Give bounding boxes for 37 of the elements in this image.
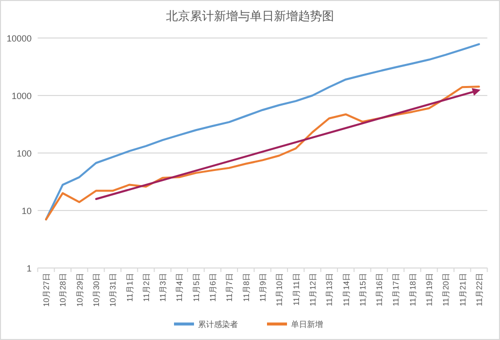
y-tick-label: 100 — [16, 148, 32, 158]
x-tick-label: 11月18日 — [408, 273, 418, 306]
x-tick-label: 11月19日 — [425, 273, 434, 306]
chart-title: 北京累计新增与单日新增趋势图 — [166, 9, 334, 23]
x-tick-label: 11月11日 — [292, 273, 301, 306]
x-tick-label: 11月2日 — [142, 273, 151, 302]
y-tick-label: 1 — [26, 264, 32, 274]
x-tick-label: 11月6日 — [208, 273, 218, 302]
line-series — [45, 86, 480, 220]
x-tick-label: 11月9日 — [258, 273, 268, 302]
x-tick-label: 11月14日 — [342, 273, 351, 306]
legend-label: 单日新增 — [291, 320, 323, 329]
y-tick-label: 10 — [22, 206, 32, 216]
x-tick-label: 11月20日 — [442, 273, 451, 306]
x-tick-label: 10月29日 — [75, 273, 84, 307]
x-tick-label: 11月7日 — [225, 273, 234, 302]
x-tick-label: 10月31日 — [108, 273, 118, 307]
x-tick-label: 11月12日 — [308, 273, 318, 306]
line-series — [45, 43, 480, 220]
legend-label: 累计感染者 — [198, 320, 238, 329]
x-tick-label: 10月30日 — [92, 273, 101, 307]
x-tick-label: 11月1日 — [125, 273, 134, 302]
x-tick-label: 11月3日 — [158, 273, 168, 302]
x-tick-label: 11月21日 — [458, 273, 468, 306]
x-tick-label: 11月5日 — [192, 273, 201, 302]
x-tick-label: 11月4日 — [175, 273, 184, 302]
y-tick-label: 10000 — [6, 34, 32, 44]
x-tick-label: 11月10日 — [275, 273, 284, 306]
x-tick-label: 11月22日 — [474, 273, 484, 306]
x-tick-label: 10月27日 — [42, 273, 52, 307]
y-tick-label: 1000 — [12, 91, 32, 101]
x-tick-label: 11月17日 — [392, 273, 401, 306]
x-tick-label: 11月13日 — [325, 273, 334, 306]
x-tick-label: 11月15日 — [358, 273, 368, 306]
x-tick-label: 11月8日 — [242, 273, 251, 302]
x-tick-label: 10月28日 — [58, 273, 68, 307]
x-tick-label: 11月16日 — [375, 273, 384, 306]
